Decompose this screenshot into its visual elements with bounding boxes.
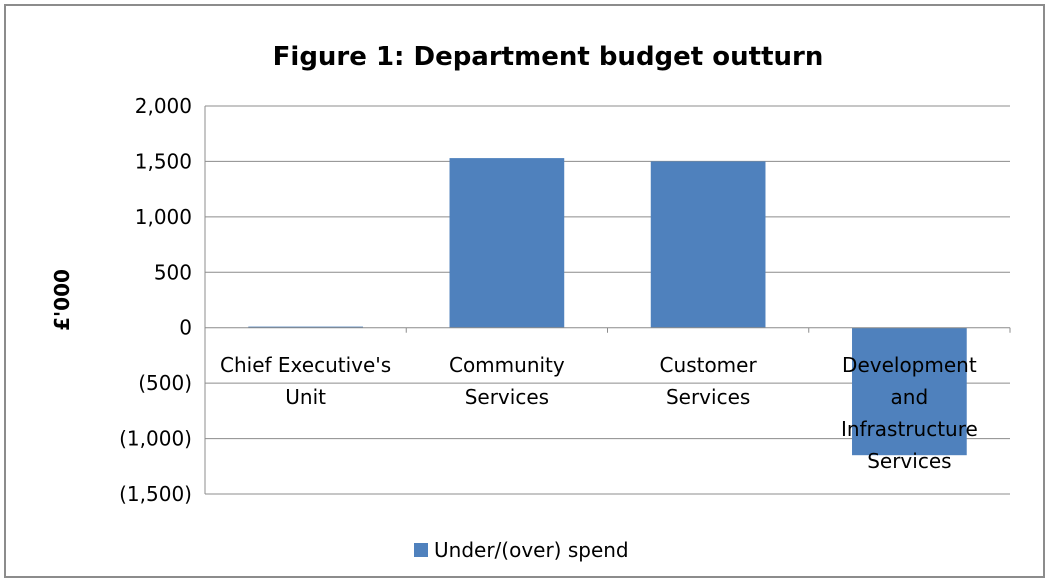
bar	[248, 326, 363, 328]
y-tick-label: (500)	[138, 371, 192, 395]
category-label-line: Services	[666, 385, 750, 409]
legend-swatch	[414, 543, 428, 557]
category-label: Community Services	[449, 353, 565, 409]
bar	[449, 158, 565, 328]
bar	[852, 327, 967, 456]
legend-label: Under/(over) spend	[434, 538, 629, 562]
legend: Under/(over) spend	[414, 538, 629, 562]
category-label-line: Services	[867, 449, 951, 473]
category-label-line: Chief Executive's	[220, 353, 391, 377]
y-axis-label: £'000	[50, 269, 74, 331]
category-label-line: Services	[465, 385, 549, 409]
category-label-line: Community	[449, 353, 565, 377]
axis	[204, 106, 1011, 494]
y-tick-label: 0	[179, 316, 192, 340]
category-label-line: Development	[842, 353, 977, 377]
y-tick-label: 1,500	[135, 149, 192, 173]
category-label-line: Infrastructure	[841, 417, 978, 441]
y-tick-label: 1,000	[135, 205, 192, 229]
bars	[248, 158, 967, 456]
y-tick-label: (1,500)	[119, 482, 192, 506]
bar	[650, 161, 766, 328]
category-label: Development and Infrastructure Services	[841, 353, 978, 473]
y-tick-label: (1,000)	[119, 427, 192, 451]
category-label: Customer Services	[660, 353, 758, 409]
category-label-line: and	[891, 385, 929, 409]
category-label-line: Customer	[660, 353, 758, 377]
y-tick-label: 2,000	[135, 94, 192, 118]
category-label-line: Unit	[285, 385, 326, 409]
chart-title: Figure 1: Department budget outturn	[273, 42, 824, 72]
y-tick-label: 500	[154, 260, 192, 284]
y-tick-labels: 2,000 1,500 1,000 500 0 (500) (1,000) (1,500)	[119, 94, 192, 506]
category-label: Chief Executive's Unit	[220, 353, 391, 409]
